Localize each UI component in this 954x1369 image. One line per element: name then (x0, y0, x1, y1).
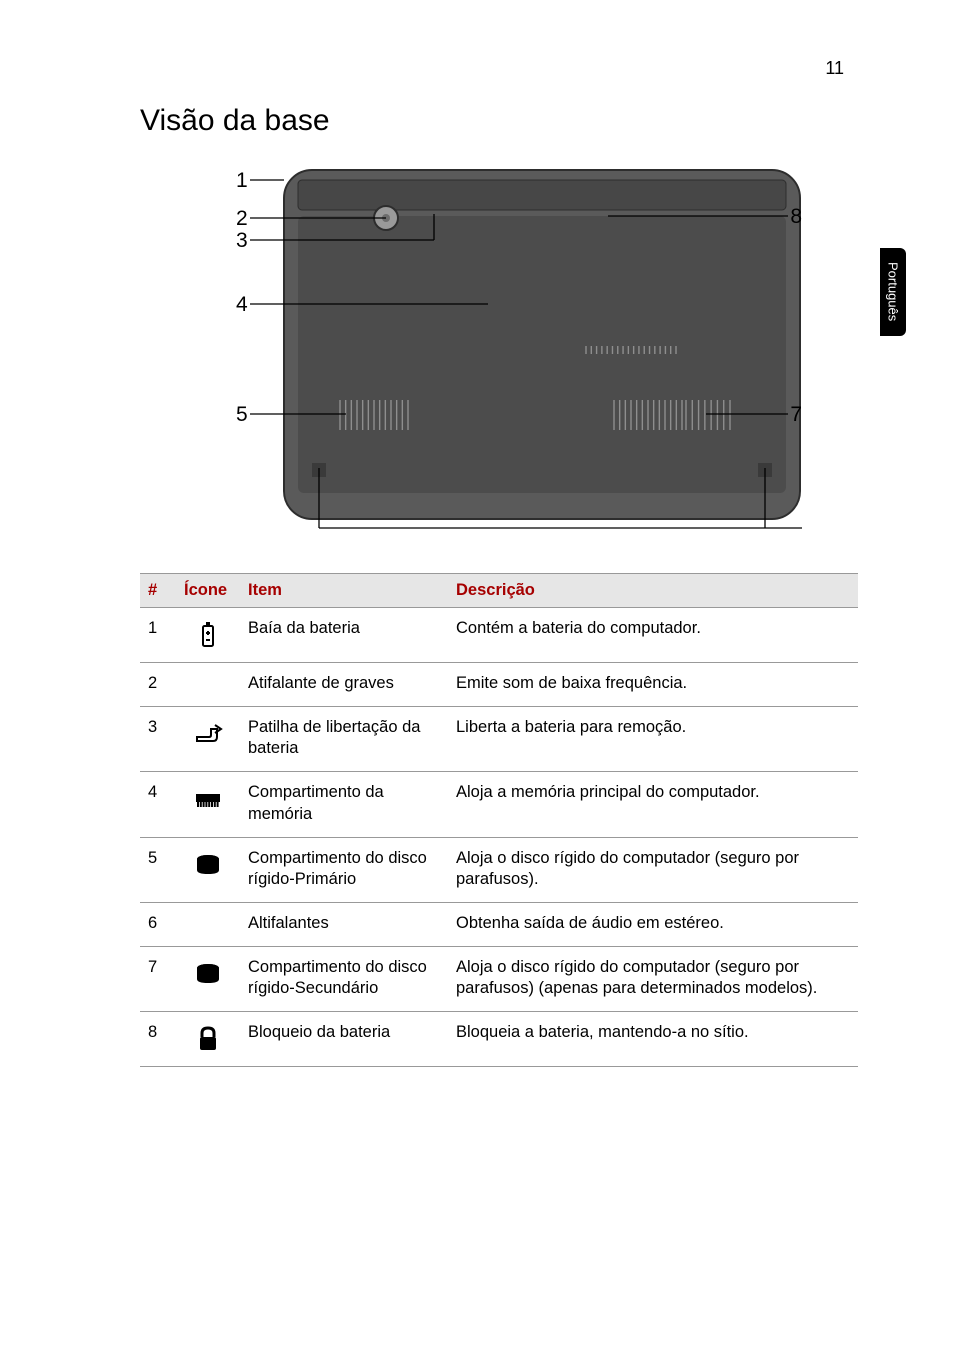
table-row: 8 Bloqueio da bateriaBloqueia a bateria, … (140, 1012, 858, 1067)
svg-text:3: 3 (236, 229, 248, 252)
cell-desc: Aloja o disco rígido do computador (segu… (448, 946, 858, 1011)
cell-num: 6 (140, 902, 176, 946)
cell-icon-empty (176, 902, 240, 946)
header-icon: Ícone (176, 574, 240, 608)
table-row: 5 Compartimento do disco rígido-PrimárioA… (140, 837, 858, 902)
svg-text:1: 1 (236, 169, 248, 192)
cell-desc: Aloja o disco rígido do computador (segu… (448, 837, 858, 902)
cell-item: Compartimento da memória (240, 772, 448, 837)
page-number: 11 (825, 58, 844, 79)
battery-icon (176, 608, 240, 663)
cell-desc: Aloja a memória principal do computador. (448, 772, 858, 837)
svg-text:8: 8 (790, 205, 802, 228)
svg-text:7: 7 (790, 403, 802, 426)
cell-desc: Liberta a bateria para remoção. (448, 707, 858, 772)
page: 11 Português Visão da base 12345876 # Íc… (0, 0, 954, 1369)
header-num: # (140, 574, 176, 608)
lock-icon (176, 1012, 240, 1067)
hdd-icon (176, 837, 240, 902)
page-title: Visão da base (140, 104, 858, 138)
cell-item: Patilha de libertação da bateria (240, 707, 448, 772)
base-view-diagram: 12345876 (188, 156, 803, 551)
cell-desc: Contém a bateria do computador. (448, 608, 858, 663)
svg-text:5: 5 (236, 403, 248, 426)
cell-num: 4 (140, 772, 176, 837)
table-row: 7 Compartimento do disco rígido-Secundári… (140, 946, 858, 1011)
cell-item: Altifalantes (240, 902, 448, 946)
table-row: 3 Patilha de libertação da bateriaLiberta… (140, 707, 858, 772)
svg-text:2: 2 (236, 207, 248, 230)
cell-item: Compartimento do disco rígido-Primário (240, 837, 448, 902)
cell-num: 5 (140, 837, 176, 902)
table-row: 2 Atifalante de gravesEmite som de baixa … (140, 663, 858, 707)
svg-text:4: 4 (236, 293, 248, 316)
cell-item: Compartimento do disco rígido-Secundário (240, 946, 448, 1011)
cell-desc: Obtenha saída de áudio em estéreo. (448, 902, 858, 946)
cell-num: 1 (140, 608, 176, 663)
release-icon (176, 707, 240, 772)
cell-num: 3 (140, 707, 176, 772)
cell-item: Baía da bateria (240, 608, 448, 663)
table-row: 1 Baía da bateriaContém a bateria do comp… (140, 608, 858, 663)
cell-num: 2 (140, 663, 176, 707)
table-header-row: # Ícone Item Descrição (140, 574, 858, 608)
memory-icon (176, 772, 240, 837)
components-table: # Ícone Item Descrição 1Baía da bateriaC… (140, 573, 858, 1067)
diagram-svg: 12345876 (188, 156, 803, 546)
hdd-icon (176, 946, 240, 1011)
table-row: 4 Compartimento da memóriaAloja a memória… (140, 772, 858, 837)
cell-desc: Emite som de baixa frequência. (448, 663, 858, 707)
header-desc: Descrição (448, 574, 858, 608)
cell-item: Atifalante de graves (240, 663, 448, 707)
cell-num: 8 (140, 1012, 176, 1067)
cell-num: 7 (140, 946, 176, 1011)
cell-icon-empty (176, 663, 240, 707)
cell-desc: Bloqueia a bateria, mantendo-a no sítio. (448, 1012, 858, 1067)
table-row: 6 AltifalantesObtenha saída de áudio em e… (140, 902, 858, 946)
header-item: Item (240, 574, 448, 608)
cell-item: Bloqueio da bateria (240, 1012, 448, 1067)
language-tab: Português (880, 248, 906, 336)
